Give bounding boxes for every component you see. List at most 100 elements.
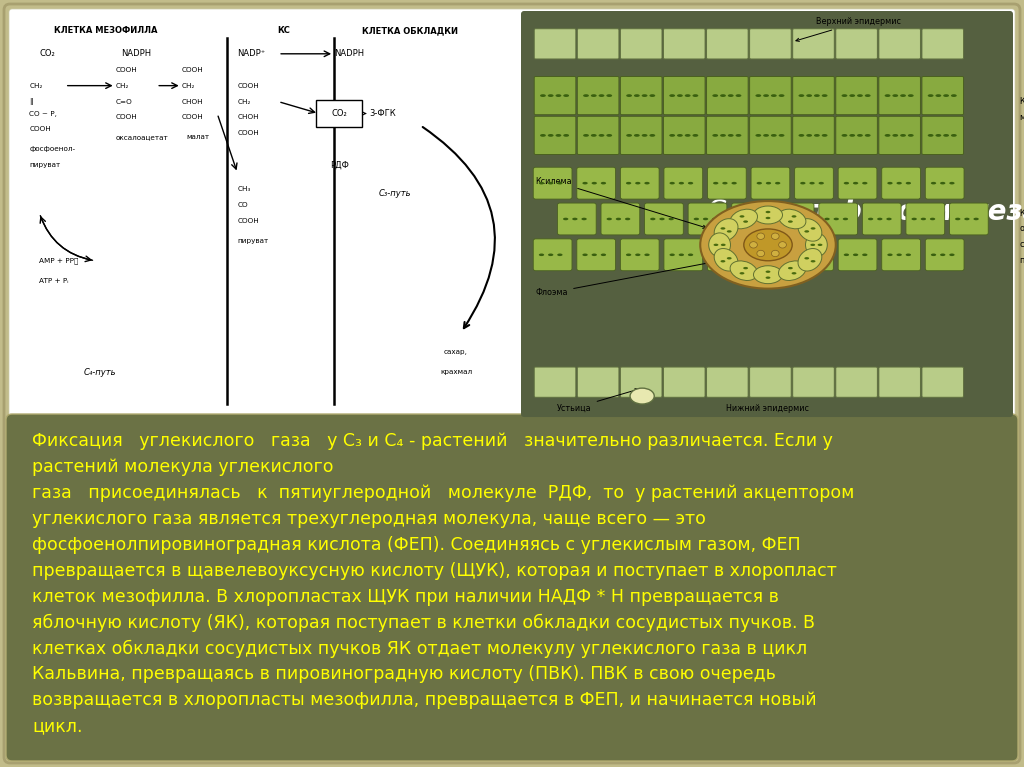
- Ellipse shape: [804, 230, 809, 232]
- Ellipse shape: [888, 182, 893, 184]
- Text: CO₂: CO₂: [331, 109, 347, 118]
- Ellipse shape: [583, 182, 588, 184]
- Ellipse shape: [685, 94, 690, 97]
- Text: CO₂: CO₂: [39, 49, 55, 58]
- Text: COOH: COOH: [181, 67, 204, 73]
- Ellipse shape: [810, 244, 815, 246]
- Ellipse shape: [955, 218, 961, 220]
- Text: AMP + PP᷊: AMP + PP᷊: [39, 258, 79, 264]
- Ellipse shape: [722, 254, 728, 256]
- Ellipse shape: [592, 182, 597, 184]
- Ellipse shape: [892, 134, 898, 137]
- FancyBboxPatch shape: [601, 203, 640, 235]
- Ellipse shape: [766, 211, 770, 213]
- FancyBboxPatch shape: [926, 167, 964, 199]
- Ellipse shape: [630, 388, 654, 404]
- Ellipse shape: [714, 249, 738, 271]
- Ellipse shape: [908, 134, 913, 137]
- Ellipse shape: [659, 218, 665, 220]
- Ellipse shape: [921, 218, 926, 220]
- Ellipse shape: [900, 134, 906, 137]
- Ellipse shape: [818, 182, 824, 184]
- Ellipse shape: [634, 134, 640, 137]
- FancyBboxPatch shape: [578, 117, 618, 154]
- Ellipse shape: [896, 254, 902, 256]
- Ellipse shape: [949, 182, 954, 184]
- Ellipse shape: [582, 218, 587, 220]
- FancyBboxPatch shape: [839, 167, 877, 199]
- Text: Клетки: Клетки: [1020, 97, 1024, 106]
- Ellipse shape: [888, 254, 893, 256]
- Ellipse shape: [563, 218, 568, 220]
- Ellipse shape: [757, 254, 762, 256]
- Ellipse shape: [563, 94, 569, 97]
- Ellipse shape: [692, 134, 698, 137]
- Ellipse shape: [557, 182, 562, 184]
- Ellipse shape: [642, 134, 647, 137]
- Ellipse shape: [842, 94, 848, 97]
- Ellipse shape: [905, 254, 911, 256]
- FancyBboxPatch shape: [836, 28, 878, 59]
- Ellipse shape: [754, 265, 782, 284]
- Text: Кальвина, превращаясь в пировиноградную кислоту (ПВК). ПВК в свою очередь: Кальвина, превращаясь в пировиноградную …: [32, 666, 776, 683]
- FancyBboxPatch shape: [708, 239, 746, 271]
- FancyBboxPatch shape: [795, 167, 834, 199]
- Ellipse shape: [583, 134, 589, 137]
- Ellipse shape: [800, 182, 806, 184]
- Ellipse shape: [885, 94, 891, 97]
- Ellipse shape: [644, 182, 649, 184]
- Ellipse shape: [540, 134, 546, 137]
- Text: Фиксация   углекислого   газа   у C₃ и C₄ - растений   значительно различается. : Фиксация углекислого газа у C₃ и C₄ - ра…: [32, 432, 833, 450]
- Ellipse shape: [606, 94, 612, 97]
- Ellipse shape: [627, 94, 632, 97]
- Ellipse shape: [669, 218, 674, 220]
- Circle shape: [757, 250, 765, 257]
- Ellipse shape: [798, 249, 822, 271]
- Ellipse shape: [811, 260, 815, 262]
- Text: C₄-путь: C₄-путь: [84, 367, 117, 377]
- Text: возвращается в хлоропласты мезофилла, превращается в ФЕП, и начинается новый: возвращается в хлоропласты мезофилла, пр…: [32, 691, 816, 709]
- Text: сахар,: сахар,: [444, 349, 468, 355]
- Ellipse shape: [591, 134, 597, 137]
- Ellipse shape: [908, 94, 913, 97]
- Ellipse shape: [799, 94, 804, 97]
- Ellipse shape: [539, 182, 544, 184]
- Ellipse shape: [599, 134, 604, 137]
- Ellipse shape: [635, 254, 640, 256]
- Ellipse shape: [800, 254, 806, 256]
- FancyBboxPatch shape: [534, 167, 572, 199]
- Ellipse shape: [857, 134, 863, 137]
- Ellipse shape: [878, 218, 883, 220]
- Ellipse shape: [943, 94, 949, 97]
- Circle shape: [771, 250, 779, 257]
- Ellipse shape: [626, 254, 631, 256]
- Ellipse shape: [905, 182, 911, 184]
- Ellipse shape: [809, 254, 815, 256]
- Ellipse shape: [806, 94, 812, 97]
- Ellipse shape: [606, 218, 612, 220]
- Ellipse shape: [754, 206, 782, 224]
- Ellipse shape: [766, 254, 771, 256]
- FancyBboxPatch shape: [664, 28, 706, 59]
- FancyBboxPatch shape: [707, 77, 749, 115]
- FancyBboxPatch shape: [621, 117, 662, 154]
- Ellipse shape: [949, 254, 954, 256]
- FancyBboxPatch shape: [6, 414, 1018, 761]
- Ellipse shape: [702, 218, 709, 220]
- Ellipse shape: [735, 94, 741, 97]
- Ellipse shape: [606, 134, 612, 137]
- Text: CH₂: CH₂: [238, 99, 251, 104]
- Ellipse shape: [931, 254, 936, 256]
- Ellipse shape: [649, 94, 655, 97]
- Ellipse shape: [743, 220, 749, 222]
- Text: CO ~ P,: CO ~ P,: [30, 110, 57, 117]
- Text: COOH: COOH: [116, 114, 137, 120]
- Ellipse shape: [806, 233, 827, 257]
- Ellipse shape: [688, 182, 693, 184]
- Ellipse shape: [720, 134, 726, 137]
- Ellipse shape: [634, 94, 640, 97]
- Ellipse shape: [781, 218, 786, 220]
- FancyBboxPatch shape: [707, 367, 749, 397]
- Ellipse shape: [626, 182, 631, 184]
- Ellipse shape: [936, 94, 941, 97]
